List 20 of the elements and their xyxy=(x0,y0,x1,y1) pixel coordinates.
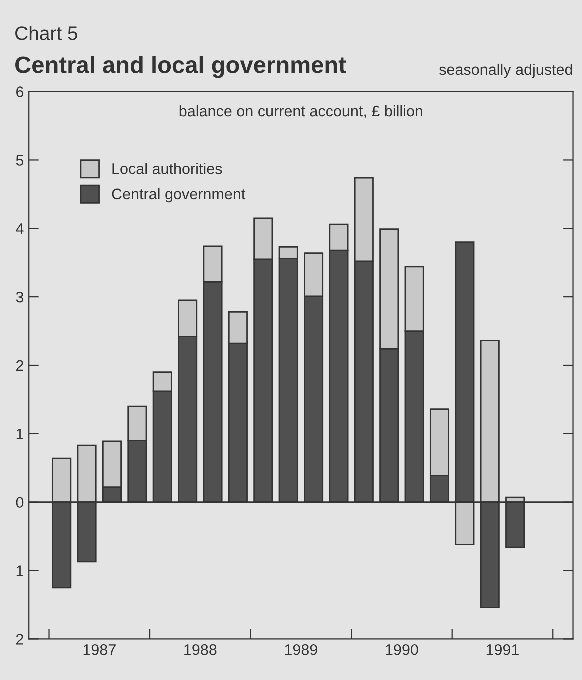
y-tick-label: 2 xyxy=(16,634,24,645)
legend-label: Central government xyxy=(112,188,246,203)
x-tick-label: 1987 xyxy=(84,644,116,656)
x-tick-label: 1991 xyxy=(486,644,519,656)
y-tick-label: 1 xyxy=(16,566,24,576)
y-tick-label: 4 xyxy=(16,224,24,234)
x-tick-label: 1990 xyxy=(386,644,418,656)
y-axis-title: balance on current account, £ billion xyxy=(180,105,423,119)
x-tick-label: 1989 xyxy=(285,644,318,656)
y-tick-label: 5 xyxy=(16,155,24,166)
y-tick-label: 1 xyxy=(16,428,24,440)
x-tick-label: 1988 xyxy=(184,644,217,656)
y-tick-label: 3 xyxy=(16,292,24,303)
y-tick-label: 6 xyxy=(16,86,24,98)
y-tick-label: 2 xyxy=(16,360,24,372)
legend-label: Local authorities xyxy=(112,163,222,174)
y-tick-label: 0 xyxy=(16,497,24,508)
chart-subtitle: seasonally adjusted xyxy=(440,64,572,78)
chart-title: Central and local government xyxy=(16,56,346,78)
caption: Chart 5 xyxy=(16,26,78,40)
